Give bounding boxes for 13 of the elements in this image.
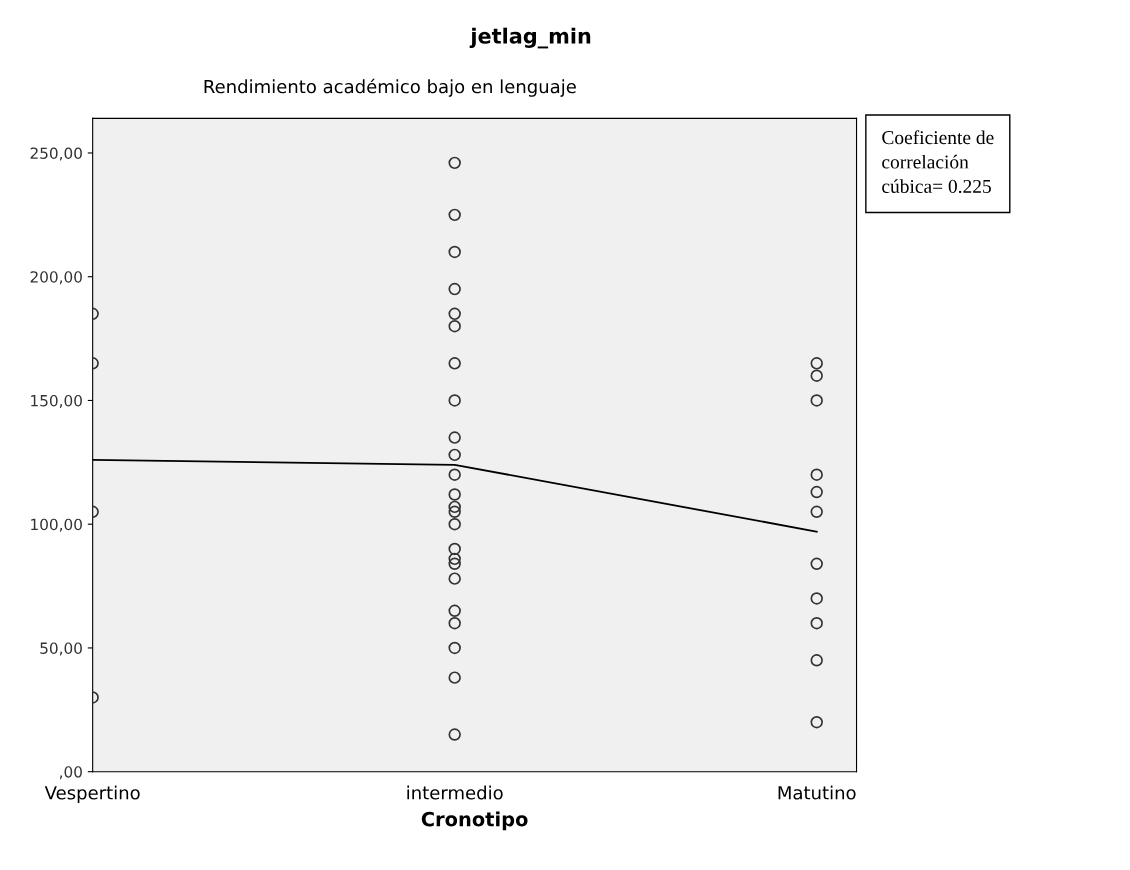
- y-tick-label: 150,00: [31, 394, 82, 409]
- y-tick-label: ,00: [59, 766, 82, 780]
- x-tick-label: Vespertino: [44, 785, 140, 804]
- chart-title: jetlag_min: [469, 27, 591, 49]
- text: Coeficiente de correlación cúbica= 0.225: [882, 130, 994, 194]
- y-tick-label: 250,00: [30, 147, 82, 161]
- y-tick-label: 50,00: [40, 642, 82, 656]
- x-tick-label: Matutino: [778, 785, 856, 800]
- y-tick-label: 200,00: [30, 271, 82, 285]
- chart-subtitle: Rendimiento académico bajo en lenguaje: [204, 78, 576, 97]
- x-tick-label: intermedio: [407, 785, 503, 800]
- x-axis-title: Cronotipo: [421, 811, 528, 831]
- y-tick-label: 100,00: [31, 518, 82, 532]
